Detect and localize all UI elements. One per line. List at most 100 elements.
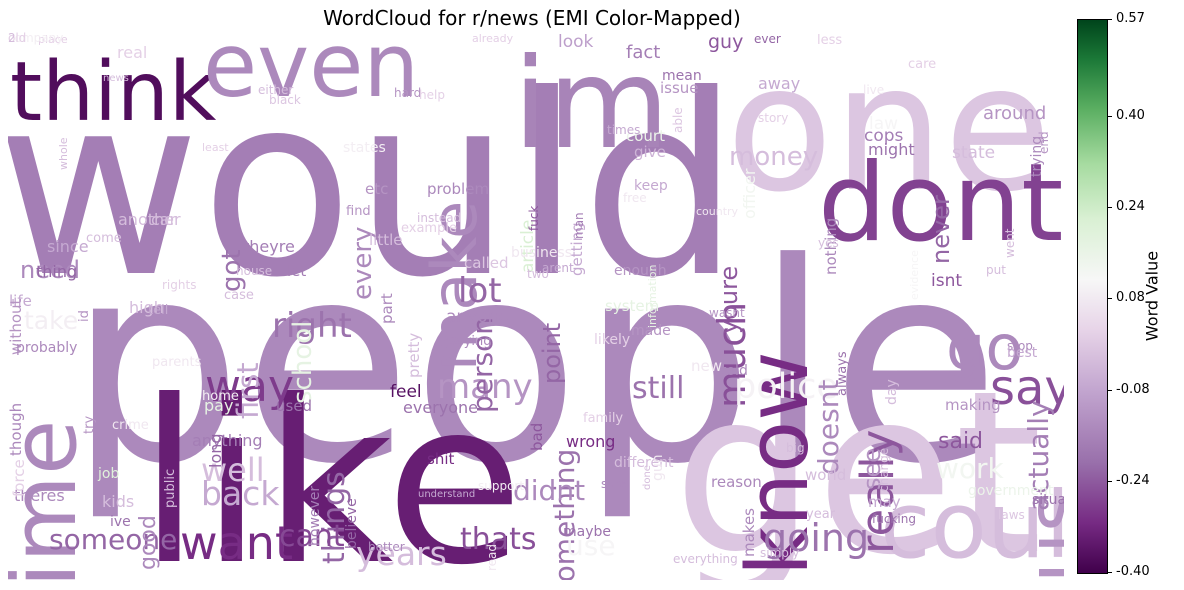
word-saying: saying bbox=[449, 334, 492, 349]
word-probably: probably bbox=[16, 340, 78, 356]
word-guy: guy bbox=[708, 32, 744, 53]
word-enough: enough bbox=[614, 263, 667, 279]
word-simply: simply bbox=[760, 546, 800, 560]
word-need: need bbox=[20, 256, 80, 284]
word-someone: someone bbox=[49, 523, 178, 556]
colorbar bbox=[1077, 19, 1108, 574]
word-let: let bbox=[287, 262, 307, 280]
word-information: information bbox=[646, 264, 659, 328]
word-live: live bbox=[863, 83, 885, 97]
word-crime: crime bbox=[112, 418, 149, 433]
word-making: making bbox=[945, 396, 1001, 414]
word-court: court bbox=[626, 127, 665, 145]
word-day: day bbox=[884, 379, 900, 406]
word-best: best bbox=[1007, 345, 1038, 361]
word-however: however bbox=[307, 485, 323, 546]
word-used: used bbox=[276, 397, 313, 415]
word-mean: mean bbox=[662, 68, 702, 84]
word-keep: keep bbox=[634, 178, 668, 194]
word-bad: bad bbox=[528, 422, 546, 451]
word-life: life bbox=[9, 292, 32, 310]
word-like: like bbox=[138, 353, 524, 581]
word-end: end bbox=[1037, 130, 1051, 154]
colorbar-tick bbox=[1107, 116, 1112, 117]
word-anything: anything bbox=[192, 431, 263, 450]
word-years: years bbox=[356, 534, 447, 573]
word-gun: gun bbox=[650, 454, 666, 482]
colorbar-tick bbox=[1107, 19, 1112, 20]
word-hard: hard bbox=[394, 86, 422, 100]
word-news: news bbox=[103, 73, 129, 84]
word-law: law bbox=[869, 114, 899, 134]
word-find: find bbox=[346, 204, 371, 219]
word-company: company bbox=[8, 32, 64, 45]
word-made: made bbox=[631, 323, 671, 339]
word-different: different bbox=[614, 455, 674, 471]
colorbar-tick-label: 0.40 bbox=[1116, 108, 1145, 123]
word-stop: stop bbox=[1007, 339, 1033, 353]
word-many: many bbox=[437, 367, 533, 407]
word-big: big bbox=[786, 441, 805, 455]
word-man: man bbox=[572, 211, 586, 239]
word-already: already bbox=[472, 32, 514, 45]
word-able: able bbox=[671, 107, 685, 133]
word-use: use bbox=[566, 529, 616, 562]
word-well: well bbox=[201, 451, 265, 489]
colorbar-tick bbox=[1107, 390, 1112, 391]
word-might: might bbox=[868, 140, 915, 159]
word-school: school bbox=[288, 320, 318, 404]
word-look: look bbox=[558, 32, 594, 52]
word-story: story bbox=[758, 111, 789, 125]
word-business: business bbox=[511, 245, 573, 261]
word-part: part bbox=[378, 293, 396, 324]
word-rights: rights bbox=[162, 278, 197, 292]
word-fucking: fucking bbox=[872, 512, 916, 526]
word-id: id bbox=[77, 309, 92, 322]
word-evidence: evidence bbox=[908, 249, 921, 300]
word-another: another bbox=[118, 210, 181, 229]
word-come: come bbox=[86, 231, 122, 246]
word-free: free bbox=[623, 191, 647, 205]
word-problem: problem bbox=[427, 180, 490, 198]
word-anyone: anyone bbox=[446, 307, 509, 327]
word-even: even bbox=[203, 32, 420, 117]
word-going: going bbox=[763, 516, 870, 560]
colorbar-tick-label: 0.24 bbox=[1116, 199, 1145, 214]
word-ive: ive bbox=[110, 514, 131, 530]
word-example: example bbox=[401, 221, 457, 236]
word-force: force bbox=[10, 459, 28, 497]
word-im: im bbox=[513, 32, 670, 177]
word-makes: makes bbox=[740, 508, 758, 557]
word-officer: officer bbox=[740, 168, 759, 220]
word-called: called bbox=[464, 254, 509, 272]
colorbar-tick bbox=[1107, 481, 1112, 482]
word-right: right bbox=[272, 306, 352, 346]
word-never: never bbox=[927, 195, 955, 264]
word-go: go bbox=[946, 311, 1024, 384]
word-year: year bbox=[806, 507, 836, 522]
word-wrong: wrong bbox=[566, 432, 616, 451]
word-understand: understand bbox=[418, 489, 476, 500]
word-money: money bbox=[729, 142, 819, 172]
word-still: still bbox=[632, 371, 685, 406]
colorbar-tick-label: 0.57 bbox=[1116, 11, 1145, 26]
word-work: work bbox=[936, 452, 1004, 485]
word-whole: whole bbox=[57, 137, 70, 170]
word-point: point bbox=[538, 322, 566, 384]
word-away: away bbox=[758, 74, 801, 93]
word-people: people bbox=[68, 204, 1001, 524]
colorbar-tick-label: -0.24 bbox=[1116, 473, 1150, 488]
word-change: change bbox=[877, 448, 891, 493]
word-state: state bbox=[952, 143, 996, 163]
word-old: old bbox=[8, 32, 27, 45]
word-real: real bbox=[117, 43, 148, 62]
word-better: better bbox=[368, 540, 405, 554]
word-case: case bbox=[224, 288, 254, 303]
word-could: could bbox=[880, 472, 1064, 579]
word-black: black bbox=[269, 93, 301, 107]
word-cant: cant bbox=[279, 519, 345, 554]
colorbar-tick bbox=[1107, 572, 1112, 573]
word-new: new bbox=[691, 357, 723, 375]
word-situation: situation bbox=[1032, 492, 1064, 508]
